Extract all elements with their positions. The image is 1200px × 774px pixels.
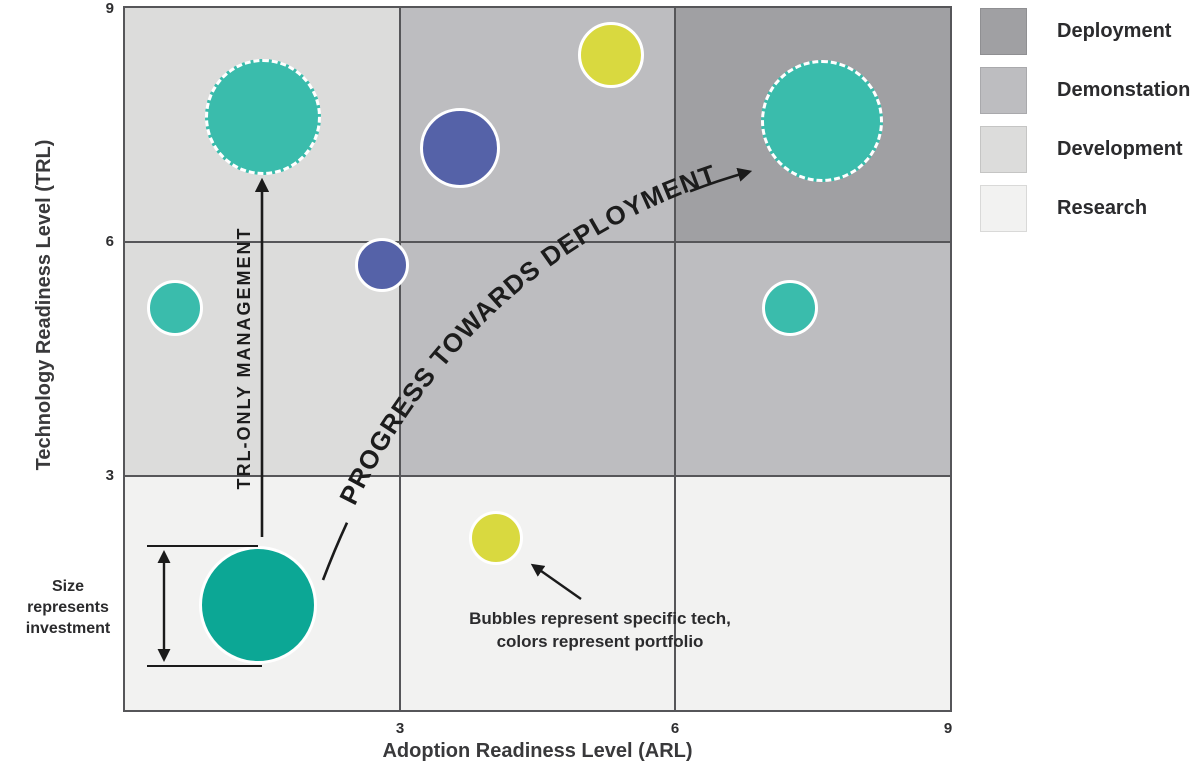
legend-item-development: Development	[980, 126, 1195, 173]
legend-item-demonstration: Demonstation	[980, 67, 1195, 114]
bubble-note-line-1: Bubbles represent specific tech,	[469, 609, 731, 628]
bubble-teal	[760, 60, 883, 183]
bubble-blue	[419, 108, 500, 189]
legend: Deployment Demonstation Development Rese…	[980, 8, 1195, 244]
size-note-line-1: Size	[51, 578, 84, 595]
plot-area	[123, 6, 952, 712]
legend-label-deployment: Deployment	[1057, 20, 1172, 42]
x-tick-3: 3	[395, 720, 405, 737]
size-note: Size represents investment	[12, 577, 124, 639]
legend-label-demonstration: Demonstation	[1057, 79, 1191, 101]
bubble-green	[198, 545, 317, 664]
bubble-teal	[147, 280, 204, 337]
gridline-horizontal-3	[125, 475, 950, 477]
x-axis-label: Adoption Readiness Level (ARL)	[382, 740, 693, 762]
legend-label-research: Research	[1057, 197, 1148, 219]
legend-swatch-demonstration	[980, 67, 1027, 114]
bubble-teal	[761, 280, 818, 337]
legend-swatch-research	[980, 185, 1027, 232]
bubble-yellow	[577, 21, 644, 88]
gridline-horizontal-6	[125, 241, 950, 243]
y-tick-9: 9	[105, 0, 114, 17]
bubble-note: Bubbles represent specific tech, colors …	[440, 608, 760, 654]
legend-item-research: Research	[980, 185, 1195, 232]
y-tick-6: 6	[105, 233, 114, 250]
bubble-blue	[354, 238, 409, 293]
size-note-line-2: represents	[27, 598, 109, 616]
gridline-vertical-3	[399, 8, 401, 710]
y-axis-label: Technology Readiness Level (TRL)	[33, 139, 55, 471]
legend-swatch-development	[980, 126, 1027, 173]
legend-label-development: Development	[1057, 138, 1183, 160]
x-tick-9: 9	[943, 720, 953, 737]
bubble-note-line-2: colors represent portfolio	[496, 631, 704, 651]
bubble-teal	[204, 59, 321, 176]
x-tick-6: 6	[670, 720, 680, 737]
gridline-vertical-6	[674, 8, 676, 710]
size-note-line-3: investment	[25, 619, 111, 637]
y-tick-3: 3	[105, 467, 114, 484]
legend-swatch-deployment	[980, 8, 1027, 55]
legend-item-deployment: Deployment	[980, 8, 1195, 55]
